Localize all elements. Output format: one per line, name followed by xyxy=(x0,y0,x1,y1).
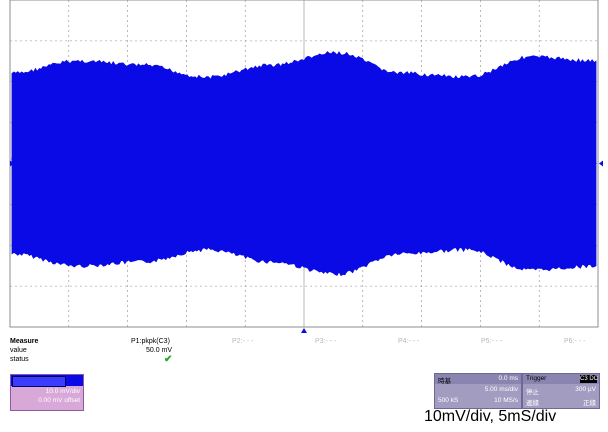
channel-offset: 0.00 mV offset xyxy=(38,397,80,404)
timebase-descriptor[interactable]: 時基 0.0 ms 5.00 ms/div 500 kS 10 MS/s xyxy=(434,373,522,409)
timebase-delay: 0.0 ms xyxy=(498,375,518,382)
status-ok-check-icon: ✔ xyxy=(164,354,173,365)
trigger-mode: 停止 xyxy=(526,389,539,396)
channel-scale: 10.0 mV/div xyxy=(45,388,80,395)
p1-value: 50.0 mV xyxy=(146,347,173,354)
trigger-level: 300 µV xyxy=(575,386,596,393)
channel-marker-c3: C3 xyxy=(11,157,20,164)
trigger-channel-badge: C3 DC xyxy=(580,375,599,383)
measure-panel: Measure value status P1:pkpk(C3) 50.0 mV… xyxy=(10,338,602,374)
measure-status-label: status xyxy=(10,356,29,363)
p3-param-slot[interactable]: P3:- - - xyxy=(315,338,337,345)
p1-param-label[interactable]: P1:pkpk(C3) xyxy=(131,338,170,345)
trigger-level-marker-icon[interactable] xyxy=(599,160,603,167)
measure-value-label: value xyxy=(10,347,27,354)
figure-caption: 10mV/div, 5mS/div xyxy=(424,408,557,425)
p5-param-slot[interactable]: P5:- - - xyxy=(481,338,503,345)
trigger-descriptor[interactable]: Trigger C3 DC 停止 300 µV 邊緣 正緣 xyxy=(522,373,600,409)
timebase-header xyxy=(435,374,521,384)
trigger-position-marker-icon[interactable] xyxy=(301,328,307,333)
channel-c3-swatch xyxy=(12,376,66,387)
channel-c3-descriptor[interactable]: 10.0 mV/div 0.00 mV offset xyxy=(10,374,84,411)
channel-c3-color-bar xyxy=(11,375,83,387)
trigger-slope-label: 邊緣 xyxy=(526,400,539,407)
p4-param-slot[interactable]: P4:- - - xyxy=(398,338,420,345)
timebase-samples: 500 kS xyxy=(438,397,459,404)
ground-level-marker-icon[interactable] xyxy=(10,160,14,167)
timebase-per-div: 5.00 ms/div xyxy=(484,386,518,393)
p2-param-slot[interactable]: P2:- - - xyxy=(232,338,254,345)
p6-param-slot[interactable]: P6:- - - xyxy=(564,338,586,345)
measure-title: Measure xyxy=(10,338,39,345)
trigger-header xyxy=(523,374,599,384)
trigger-slope: 正緣 xyxy=(583,400,596,407)
trigger-label: Trigger xyxy=(526,375,547,382)
timebase-label: 時基 xyxy=(438,378,451,385)
waveform-trace-c3 xyxy=(11,51,597,277)
scope-display: C3 xyxy=(9,0,603,333)
timebase-rate: 10 MS/s xyxy=(494,397,518,404)
